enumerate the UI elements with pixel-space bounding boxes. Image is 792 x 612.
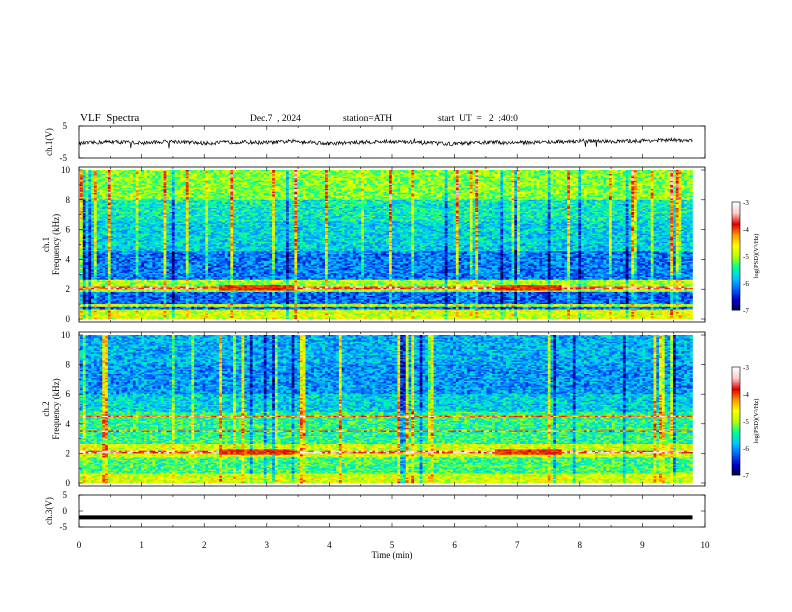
ch2-spectrogram-cells — [80, 335, 693, 483]
ch2-spectrogram-colorbar-label: log(PSD)(V²/Hz) — [753, 399, 760, 444]
ch1-spectrogram-ytick-label: 4 — [66, 254, 71, 264]
ch2-spectrogram-colorbar-tick: -4 — [743, 391, 749, 399]
ch2-spectrogram-ytick-label: 0 — [66, 478, 71, 488]
ch2-spectrogram-colorbar-tick: -5 — [743, 418, 749, 426]
ch1-waveform-trace — [79, 138, 693, 148]
ch3-waveform-ytick-label: 0 — [63, 506, 68, 516]
x-tick-label: 0 — [77, 540, 82, 550]
x-tick-label: 6 — [452, 540, 457, 550]
ch3-waveform-ylabel: ch.3(V) — [44, 497, 54, 525]
ch1-spectrogram-colorbar-tick: -7 — [743, 307, 749, 315]
ch1-spectrogram-colorbar-tick: -5 — [743, 253, 749, 261]
x-tick-label: 4 — [327, 540, 332, 550]
x-tick-label: 9 — [640, 540, 645, 550]
ch1-spectrogram-ytick-label: 10 — [61, 165, 71, 175]
x-tick-label: 2 — [202, 540, 207, 550]
ch1-spectrogram-ytick-label: 6 — [66, 225, 71, 235]
ch2-spectrogram-ylabel: ch.2 — [41, 401, 51, 416]
x-axis-label: Time (min) — [372, 550, 413, 560]
ch2-spectrogram-ytick-label: 2 — [66, 448, 71, 458]
ch1-spectrogram-cells — [80, 170, 693, 319]
ch2-spectrogram-colorbar-tick: -7 — [743, 472, 749, 480]
ch1-spectrogram-ylabel: ch.1 — [41, 237, 51, 252]
ch1-spectrogram-ylabel: Frequency (kHz) — [51, 214, 61, 275]
ch2-spectrogram-ytick-label: 8 — [66, 360, 71, 370]
x-tick-label: 10 — [701, 540, 711, 550]
ch2-spectrogram-colorbar-tick: -3 — [743, 364, 749, 372]
ch3-waveform-ytick-label: -5 — [60, 522, 68, 532]
ch1-spectrogram-colorbar-tick: -4 — [743, 226, 749, 234]
ch1-spectrogram-colorbar-tick: -6 — [743, 280, 749, 288]
ch1-waveform-ytick-label: -5 — [60, 153, 68, 163]
x-tick-label: 1 — [139, 540, 144, 550]
x-tick-label: 3 — [265, 540, 270, 550]
ch3-waveform-ytick-label: 5 — [63, 490, 68, 500]
vlf-spectra-figure: 5-5ch.1(V)50-5ch.3(V)0246810ch.1 Frequenc… — [0, 0, 792, 612]
x-tick-label: 7 — [515, 540, 520, 550]
ch1-spectrogram-ytick-label: 8 — [66, 195, 71, 205]
ch2-spectrogram-colorbar-tick: -6 — [743, 445, 749, 453]
ch1-spectrogram-colorbar-tick: -3 — [743, 199, 749, 207]
ch2-spectrogram-ytick-label: 4 — [66, 419, 71, 429]
ch1-spectrogram-colorbar-label: log(PSD)(V²/Hz) — [753, 234, 760, 279]
x-tick-label: 5 — [390, 540, 395, 550]
ch2-spectrogram-ylabel: Frequency (kHz) — [51, 378, 61, 439]
ch1-spectrogram-ytick-label: 2 — [66, 284, 71, 294]
ch2-spectrogram-ytick-label: 6 — [66, 389, 71, 399]
ch1-waveform-ytick-label: 5 — [63, 121, 68, 131]
ch3-waveform-frame — [79, 495, 705, 527]
ch1-spectrogram-ytick-label: 0 — [66, 314, 71, 324]
ch1-waveform-ylabel: ch.1(V) — [44, 128, 54, 156]
x-tick-label: 8 — [578, 540, 583, 550]
ch2-spectrogram-ytick-label: 10 — [61, 330, 71, 340]
